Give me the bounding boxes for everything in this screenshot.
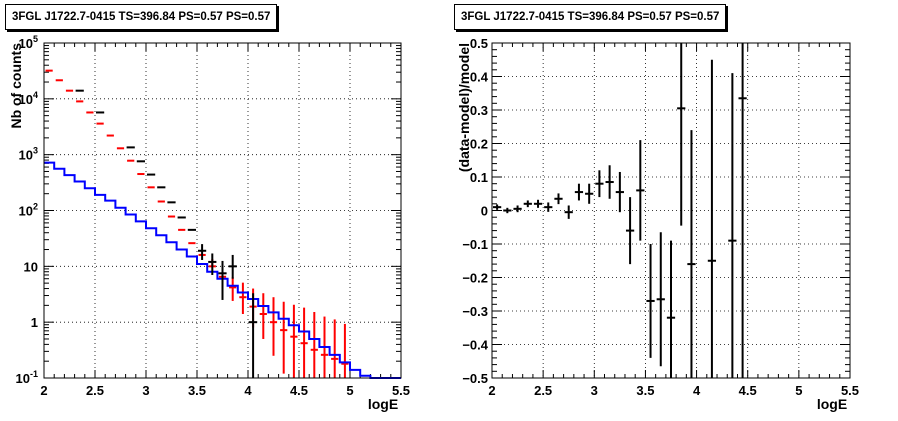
y-tick-label: 0.2 xyxy=(470,137,488,152)
y-tick-label: 0.3 xyxy=(470,103,488,118)
x-tick-label: 2.5 xyxy=(86,383,104,398)
x-axis-title: logE xyxy=(817,396,847,412)
y-tick-label: 1 xyxy=(31,315,38,330)
y-axis-title: (data-model)/model xyxy=(456,43,472,172)
x-tick-label: 4.5 xyxy=(290,383,308,398)
x-tick-label: 2 xyxy=(488,383,495,398)
y-tick-label: 104 xyxy=(19,90,38,107)
x-tick-label: 5 xyxy=(346,383,353,398)
series-2 xyxy=(75,89,258,378)
y-tick-label: 10-1 xyxy=(16,369,38,386)
x-tick-label: 5 xyxy=(795,383,802,398)
right-chart-title: 3FGL J1722.7-0415 TS=396.84 PS=0.57 PS=0… xyxy=(454,4,727,30)
y-tick-label: 102 xyxy=(19,202,38,219)
series-0 xyxy=(493,43,747,378)
x-tick-label: 4 xyxy=(244,383,252,398)
x-axis-title: logE xyxy=(368,396,398,412)
y-tick-label: −0.4 xyxy=(462,338,488,353)
y-tick-label: −0.3 xyxy=(462,304,488,319)
y-tick-label: 105 xyxy=(19,34,38,51)
y-tick-label: 103 xyxy=(19,146,38,163)
x-tick-label: 3 xyxy=(591,383,598,398)
plot-border-1 xyxy=(491,42,851,379)
y-axis-title: Nb of counts xyxy=(8,43,24,129)
x-tick-label: 4.5 xyxy=(739,383,757,398)
y-tick-label: 0.4 xyxy=(470,70,489,85)
y-tick-label: 0 xyxy=(481,204,488,219)
series-1 xyxy=(44,161,401,379)
x-tick-label: 5.5 xyxy=(392,383,410,398)
x-tick-label: 2 xyxy=(40,383,47,398)
x-tick-label: 4 xyxy=(693,383,701,398)
y-tick-label: 10 xyxy=(24,259,38,274)
x-tick-label: 3.5 xyxy=(636,383,654,398)
x-tick-label: 3.5 xyxy=(188,383,206,398)
left-chart-title: 3FGL J1722.7-0415 TS=396.84 PS=0.57 PS=0… xyxy=(5,4,278,30)
y-tick-label: −0.2 xyxy=(462,271,488,286)
y-tick-label: −0.1 xyxy=(462,237,488,252)
x-tick-label: 5.5 xyxy=(841,383,859,398)
y-tick-label: 0.1 xyxy=(470,170,488,185)
model-step-line xyxy=(44,161,401,379)
plot-border-0 xyxy=(43,42,402,379)
y-tick-label: −0.5 xyxy=(462,371,488,386)
plot-frame-0 xyxy=(43,42,402,379)
x-tick-label: 3 xyxy=(142,383,149,398)
x-tick-label: 2.5 xyxy=(534,383,552,398)
y-tick-label: 0.5 xyxy=(470,36,488,51)
